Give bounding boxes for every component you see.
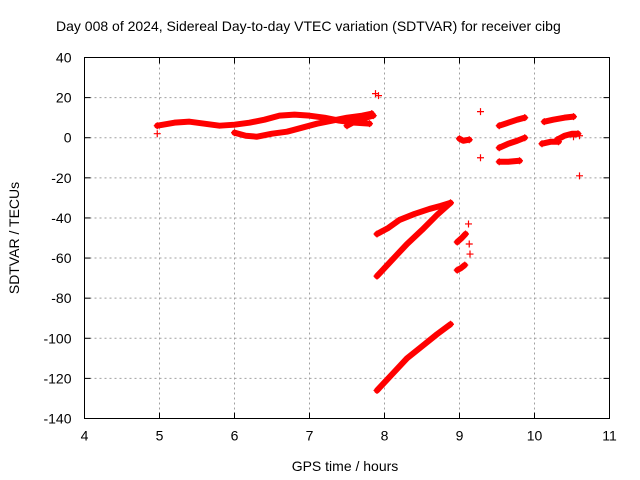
x-tick-label: 10 (527, 428, 543, 444)
axes (84, 57, 610, 419)
y-axis-label: SDTVAR / TECUs (6, 182, 22, 294)
chart-title: Day 008 of 2024, Sidereal Day-to-day VTE… (56, 18, 561, 34)
data-point (447, 199, 454, 207)
data-point (465, 220, 472, 228)
x-tick-label: 4 (81, 428, 89, 444)
data-point (540, 118, 548, 126)
data-point (456, 135, 463, 143)
data-point (153, 130, 161, 138)
data-point (373, 272, 381, 280)
data-trace (374, 199, 454, 280)
data-point (477, 154, 484, 162)
data-point (373, 230, 381, 238)
data-point (465, 136, 473, 144)
data-trace (454, 262, 468, 274)
data-point (477, 108, 484, 116)
data-trace (374, 199, 454, 237)
data-point (461, 261, 469, 269)
x-axis-label: GPS time / hours (292, 458, 399, 474)
x-tick-label: 7 (306, 428, 314, 444)
y-tick-label: 20 (56, 90, 72, 106)
x-tick-label: 8 (381, 428, 389, 444)
data-point (495, 144, 503, 152)
data-point (466, 250, 474, 258)
data-point (570, 113, 577, 121)
y-tick-label: 0 (64, 130, 72, 146)
data-point (521, 134, 529, 142)
data-trace (496, 134, 528, 151)
data-trace (496, 114, 528, 129)
data-point (462, 230, 469, 238)
y-tick-label: -20 (51, 170, 71, 186)
data-point (373, 386, 381, 394)
data-point (538, 140, 546, 148)
data-trace (541, 113, 577, 125)
data-point (343, 122, 351, 130)
x-tick-label: 5 (156, 428, 164, 444)
data-point (465, 240, 473, 248)
data-point (576, 172, 583, 180)
y-tick-label: -120 (43, 370, 71, 386)
tick-labels: 4 5 6 7 8 9 10 11 -140 -120 -100 -80 -60 -40 -20 0 20 40 (43, 50, 617, 444)
data-point (576, 132, 583, 140)
y-tick-label: -60 (51, 250, 71, 266)
data-point (570, 133, 577, 141)
data-point (447, 320, 454, 328)
data-point (453, 238, 461, 246)
plot-frame (84, 57, 610, 419)
x-tick-label: 9 (456, 428, 464, 444)
data-point (375, 92, 382, 100)
grid-lines (84, 57, 610, 419)
y-tick-label: -100 (43, 330, 71, 346)
data-point (366, 120, 373, 128)
y-tick-label: -40 (51, 210, 71, 226)
data-point (495, 122, 503, 130)
data-trace (344, 112, 377, 129)
data-point (516, 157, 523, 165)
x-tick-label: 11 (602, 428, 617, 444)
data-point (495, 158, 503, 166)
y-tick-label: -80 (51, 290, 71, 306)
data-trace (231, 110, 375, 140)
data-point (553, 136, 561, 144)
data-point (453, 266, 461, 274)
x-tick-label: 6 (231, 428, 239, 444)
data-trace (454, 230, 469, 246)
data-points (153, 90, 583, 394)
data-point (153, 122, 161, 130)
y-tick-label: -140 (43, 411, 71, 427)
data-point (231, 129, 238, 137)
data-trace (374, 321, 454, 394)
data-point (521, 114, 529, 122)
y-tick-label: 40 (56, 50, 72, 66)
data-point (369, 112, 377, 120)
